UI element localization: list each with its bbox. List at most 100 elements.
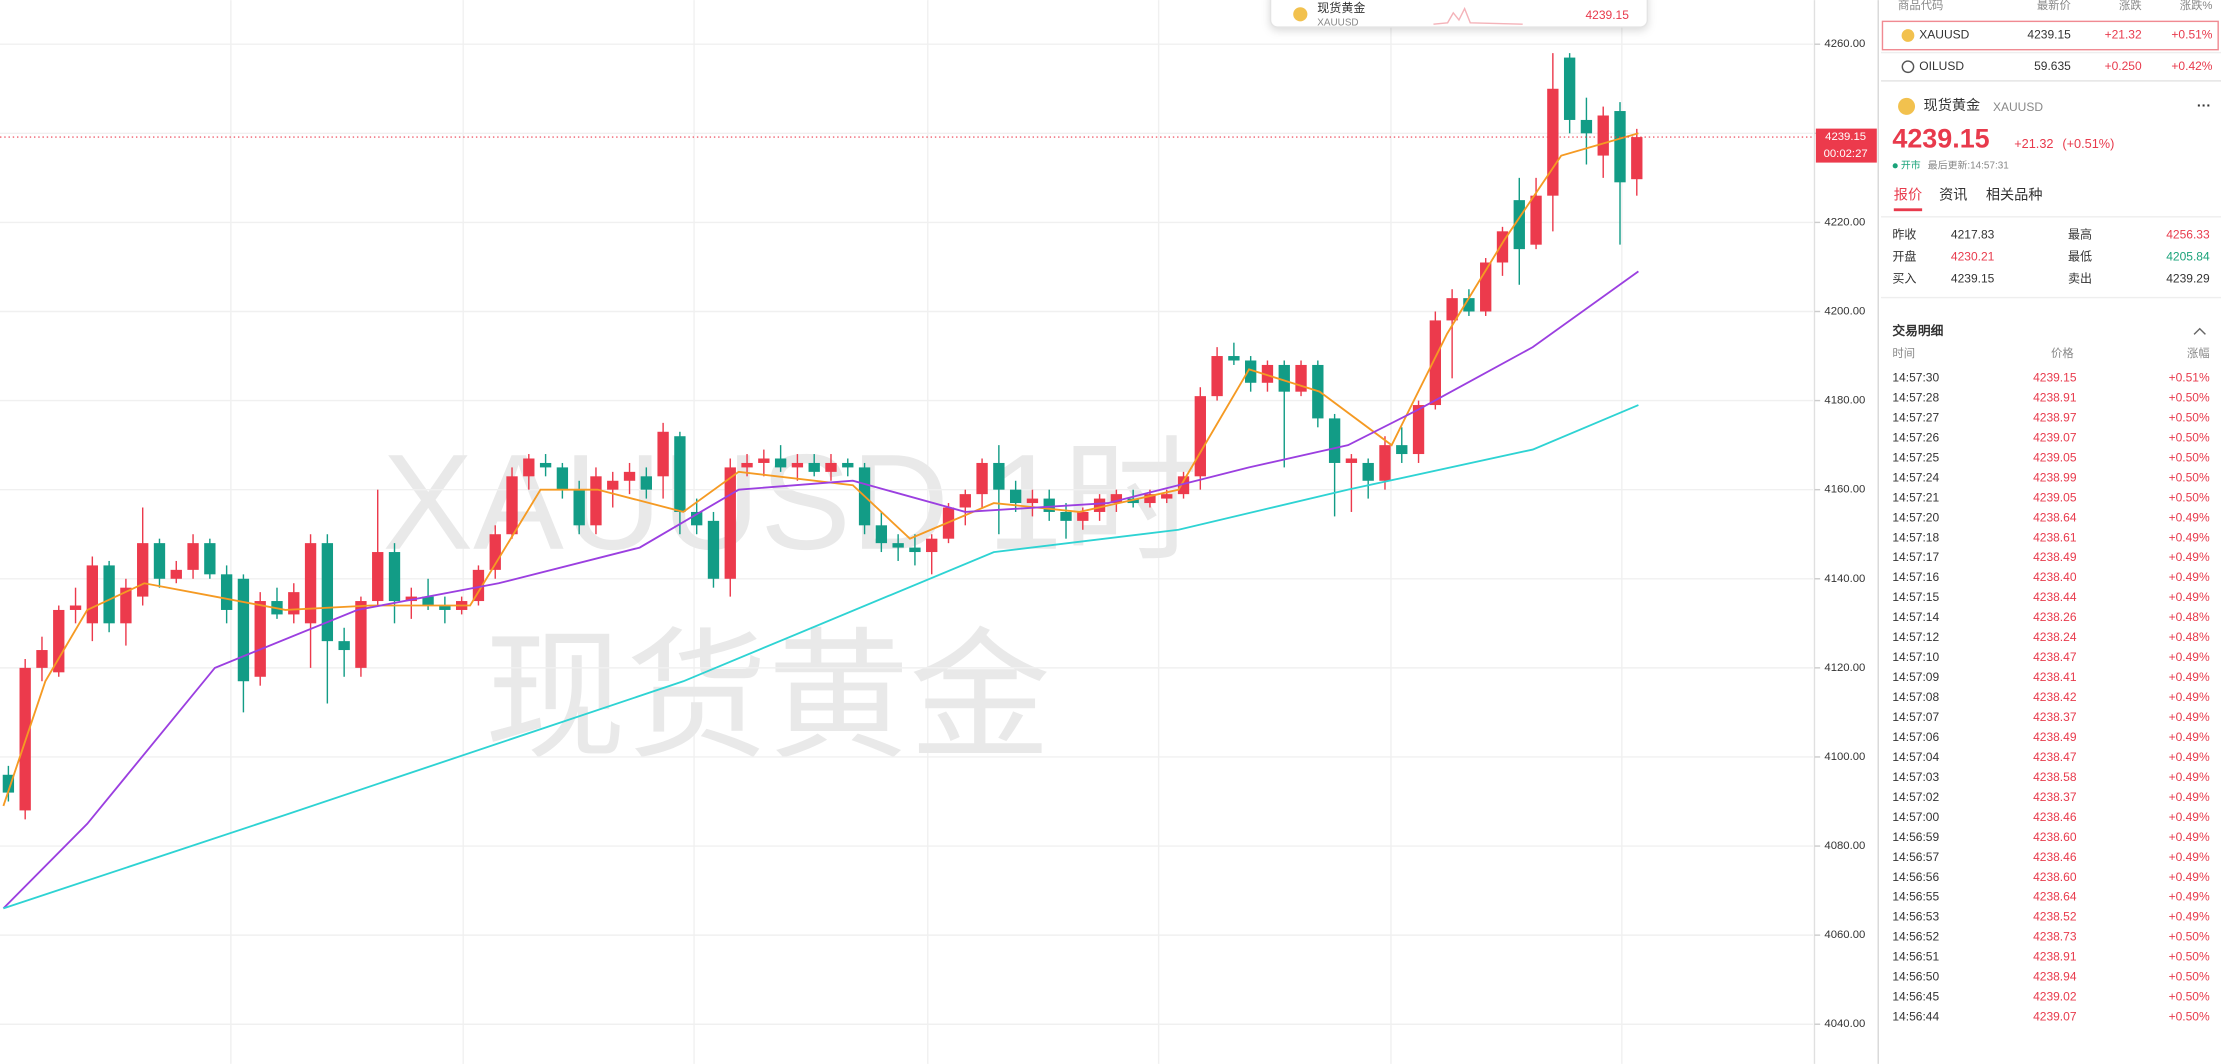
trade-time: 14:56:45 — [1892, 990, 1939, 1004]
candle-body — [1060, 511, 1072, 521]
trade-change: +0.51% — [2169, 370, 2210, 384]
candle-body — [439, 605, 451, 610]
trade-price: 4239.02 — [2033, 990, 2077, 1004]
trade-change: +0.50% — [2169, 430, 2210, 444]
plot — [0, 43, 1814, 1025]
trade-price: 4238.37 — [2033, 710, 2077, 724]
selected-row[interactable] — [1881, 20, 2219, 51]
y-tick-label: 4100.00 — [1824, 751, 1865, 763]
candle-body — [842, 462, 854, 468]
candle-body — [1396, 445, 1408, 455]
candle-body — [1597, 115, 1609, 156]
tab[interactable]: 相关品种 — [1986, 187, 2043, 203]
trade-price: 4238.58 — [2033, 770, 2077, 784]
candle-body — [1429, 320, 1442, 406]
countdown: 00:02:27 — [1824, 148, 1868, 160]
candle-body — [137, 543, 149, 597]
trade-price: 4238.49 — [2033, 550, 2077, 564]
trade-time: 14:57:18 — [1892, 530, 1939, 544]
trade-time: 14:57:10 — [1892, 650, 1939, 664]
trade-change: +0.48% — [2169, 610, 2210, 624]
candle-body — [758, 458, 770, 463]
tab[interactable]: 资讯 — [1939, 187, 1967, 203]
candle-body — [1446, 298, 1458, 321]
trade-change: +0.49% — [2169, 750, 2210, 764]
candle-body — [254, 601, 266, 677]
trade-price: 4238.41 — [2033, 670, 2077, 684]
watchlist-header: 最新价 — [2037, 0, 2071, 12]
candle-body — [489, 534, 501, 570]
trade-time: 14:57:24 — [1892, 470, 1939, 484]
watchlist-header: 涨跌 — [2119, 0, 2142, 12]
watchlist-cell: +0.51% — [2171, 28, 2212, 42]
status-dot — [1892, 163, 1898, 169]
candle-body — [774, 458, 787, 468]
candle-body — [237, 578, 250, 682]
candle-body — [103, 565, 115, 624]
trade-change: +0.50% — [2169, 450, 2210, 464]
watchlist-header: 涨跌% — [2180, 0, 2213, 12]
y-tick-label: 4120.00 — [1824, 662, 1865, 674]
candle-body — [69, 605, 82, 610]
candle-body — [1261, 364, 1274, 383]
collapse-icon[interactable] — [2193, 327, 2206, 335]
detail-change-pct: (+0.51%) — [2062, 136, 2114, 151]
last-price-label: 4239.15 — [1825, 131, 1866, 143]
candle-body — [321, 543, 334, 642]
candle-body — [674, 436, 686, 512]
candle-body — [808, 462, 820, 472]
candle-body — [1211, 356, 1223, 397]
candle-body — [657, 431, 669, 477]
trade-price: 4238.37 — [2033, 790, 2077, 804]
trade-price: 4238.61 — [2033, 530, 2077, 544]
stat-label: 最高 — [2068, 226, 2092, 241]
candle-body — [220, 574, 233, 610]
candle-body — [2, 774, 15, 793]
candle-body — [1614, 111, 1626, 183]
watchlist-header: 商品代码 — [1898, 0, 1943, 12]
trade-time: 14:57:26 — [1892, 430, 1939, 444]
candle-body — [523, 458, 535, 477]
candle-body — [36, 650, 48, 668]
candle-body — [1177, 476, 1190, 495]
candle-body — [825, 462, 837, 472]
trade-time: 14:57:00 — [1892, 810, 1939, 824]
stat-label: 最低 — [2068, 249, 2092, 263]
candle-body — [170, 569, 182, 579]
trade-change: +0.48% — [2169, 630, 2210, 644]
trade-change: +0.50% — [2169, 990, 2210, 1004]
candle-body — [1563, 57, 1576, 120]
stat-value: 4256.33 — [2166, 227, 2210, 241]
trade-price: 4238.64 — [2033, 510, 2077, 524]
stat-value: 4239.29 — [2166, 271, 2210, 285]
candle-body — [1328, 418, 1341, 463]
candle-body — [1144, 494, 1156, 504]
updated: 最后更新:14:57:31 — [1928, 158, 2009, 171]
trade-change: +0.50% — [2169, 410, 2210, 424]
trade-price: 4239.15 — [2033, 370, 2077, 384]
trade-price: 4238.42 — [2033, 690, 2077, 704]
candle-body — [422, 596, 434, 606]
candle-body — [1412, 405, 1425, 455]
stat-label: 开盘 — [1892, 248, 1916, 263]
trade-time: 14:57:14 — [1892, 610, 1939, 624]
tab[interactable]: 报价 — [1894, 187, 1922, 203]
candle-body — [623, 471, 636, 481]
candle-body — [355, 601, 367, 668]
more-button[interactable]: ··· — [2197, 98, 2211, 114]
watermark-title: XAUUSD 1时 — [382, 426, 1198, 578]
trade-price: 4238.26 — [2033, 610, 2077, 624]
popup-box — [1269, 0, 1649, 28]
trade-price: 4238.97 — [2033, 410, 2077, 424]
trade-price: 4238.40 — [2033, 570, 2077, 584]
candle-body — [187, 543, 199, 570]
candle-body — [1513, 200, 1525, 250]
watchlist-cell[interactable]: OILUSD — [1919, 59, 1964, 73]
trade-change: +0.49% — [2169, 850, 2210, 864]
trade-time: 14:57:16 — [1892, 570, 1939, 584]
watchlist-cell[interactable]: XAUUSD — [1919, 28, 1969, 42]
candle-body — [1043, 498, 1055, 512]
trade-time: 14:56:57 — [1892, 850, 1939, 864]
y-tick-label: 4180.00 — [1824, 395, 1865, 407]
trade-change: +0.49% — [2169, 550, 2210, 564]
